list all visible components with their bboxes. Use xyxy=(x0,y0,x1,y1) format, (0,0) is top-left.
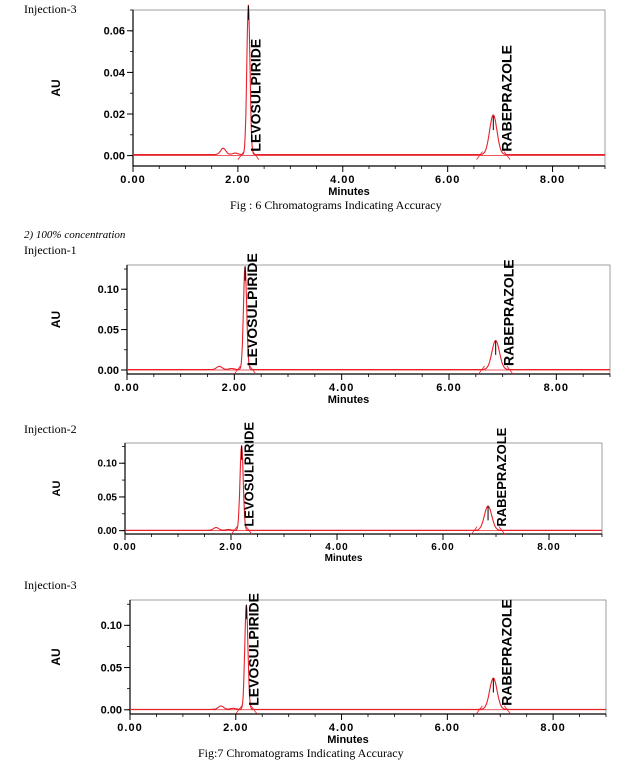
injection-label-d: Injection-3 xyxy=(24,578,77,592)
y-tick-label: 0.10 xyxy=(98,459,118,470)
y-tick-label: 0.10 xyxy=(101,620,122,632)
x-tick-label: 0.00 xyxy=(113,542,136,553)
integration-mark xyxy=(249,365,257,375)
y-tick-label: 0.02 xyxy=(104,109,125,121)
signal-trace xyxy=(125,445,602,531)
integration-mark xyxy=(234,365,241,375)
x-tick-label: 4.00 xyxy=(330,174,355,186)
x-tick-label: 8.00 xyxy=(540,174,565,186)
chromatogram-d: 0.00 0.05 0.10 0.00 2.00 4.00 6.00 8.00 Minutes A… xyxy=(49,593,607,746)
signal-trace xyxy=(127,266,610,371)
y-axis-title: AU xyxy=(51,481,63,497)
y-axis-title: AU xyxy=(49,79,63,96)
peak-label: RABEPRAZOLE xyxy=(498,45,514,152)
integration-mark xyxy=(506,365,514,375)
integration-mark xyxy=(476,705,483,715)
y-tick-label: 0.04 xyxy=(104,67,126,79)
integration-mark xyxy=(498,526,506,535)
figure-caption-7: Fig:7 Chromatograms Indicating Accuracy xyxy=(198,746,404,760)
y-tick-label: 0.06 xyxy=(104,26,125,38)
x-tick-label: 8.00 xyxy=(537,542,560,553)
plot-frame xyxy=(124,442,603,535)
peak-label: LEVOSULPIRIDE xyxy=(244,253,260,366)
plot-frame xyxy=(132,9,606,167)
x-tick-label: 0.00 xyxy=(117,722,142,734)
plot-frame xyxy=(129,599,607,715)
injection-label-a: Injection-3 xyxy=(24,2,77,16)
x-tick-label: 2.00 xyxy=(223,722,248,734)
figure-caption-6: Fig : 6 Chromatograms Indicating Accurac… xyxy=(230,198,442,212)
x-tick-label: 8.00 xyxy=(544,382,569,394)
x-axis-title: Minutes xyxy=(328,186,370,198)
x-axis-title: Minutes xyxy=(328,394,370,406)
x-tick-label: 2.00 xyxy=(219,542,242,553)
x-tick-label: 8.00 xyxy=(540,722,565,734)
y-tick-label: 0.05 xyxy=(98,492,118,503)
y-axis-title: AU xyxy=(49,648,63,665)
plot-frame xyxy=(126,264,611,375)
integration-mark xyxy=(230,526,238,535)
y-axis-title: AU xyxy=(49,311,63,328)
injection-label-c: Injection-2 xyxy=(24,422,77,436)
y-tick-label: 0.05 xyxy=(98,324,119,336)
peak-label: RABEPRAZOLE xyxy=(501,259,517,366)
x-tick-label: 0.00 xyxy=(120,174,145,186)
x-tick-label: 4.00 xyxy=(325,542,348,553)
peak-label: LEVOSULPIRIDE xyxy=(247,39,263,152)
signal-trace xyxy=(130,604,606,710)
integration-mark xyxy=(476,151,483,160)
section-heading: 2) 100% concentration xyxy=(24,229,126,241)
y-tick-label: 0.05 xyxy=(101,662,122,674)
integration-mark xyxy=(245,526,253,535)
signal-trace xyxy=(133,4,605,156)
integration-mark xyxy=(237,151,245,160)
y-tick-label: 0.00 xyxy=(98,526,118,537)
y-tick-label: 0.00 xyxy=(101,705,122,717)
x-tick-label: 2.00 xyxy=(222,382,247,394)
y-tick-label: 0.00 xyxy=(104,150,125,162)
x-axis-title: Minutes xyxy=(327,734,369,746)
y-tick-label: 0.00 xyxy=(98,365,119,377)
chromatogram-a: 0.00 0.02 0.04 0.06 0.00 2.00 4.00 6.00 8.00 Minu… xyxy=(49,4,606,198)
chromatogram-c: 0.00 0.05 0.10 0.00 2.00 4.00 6.00 8.00 Minutes A… xyxy=(51,422,603,564)
x-tick-label: 4.00 xyxy=(329,722,354,734)
peak-label: LEVOSULPIRIDE xyxy=(245,593,261,706)
integration-mark xyxy=(503,151,511,160)
peak-label: RABEPRAZOLE xyxy=(494,427,509,526)
x-tick-label: 6.00 xyxy=(431,542,454,553)
x-tick-label: 6.00 xyxy=(435,174,460,186)
y-tick-label: 0.10 xyxy=(98,284,119,296)
integration-mark xyxy=(470,526,478,535)
integration-mark xyxy=(250,705,258,715)
x-tick-label: 4.00 xyxy=(329,382,354,394)
integration-mark xyxy=(503,705,511,715)
chromatogram-b: 0.00 0.05 0.10 0.00 2.00 4.00 6.00 8.00 Minutes A… xyxy=(49,253,611,406)
injection-label-b: Injection-1 xyxy=(24,243,77,257)
x-tick-label: 6.00 xyxy=(435,722,460,734)
x-axis-title: Minutes xyxy=(325,553,363,564)
peak-label: LEVOSULPIRIDE xyxy=(242,422,257,527)
integration-mark xyxy=(478,365,485,375)
integration-mark xyxy=(235,705,243,715)
x-tick-label: 6.00 xyxy=(436,382,461,394)
x-tick-label: 2.00 xyxy=(225,174,250,186)
x-tick-label: 0.00 xyxy=(114,382,139,394)
integration-mark xyxy=(252,151,260,160)
peak-label: RABEPRAZOLE xyxy=(498,599,514,706)
